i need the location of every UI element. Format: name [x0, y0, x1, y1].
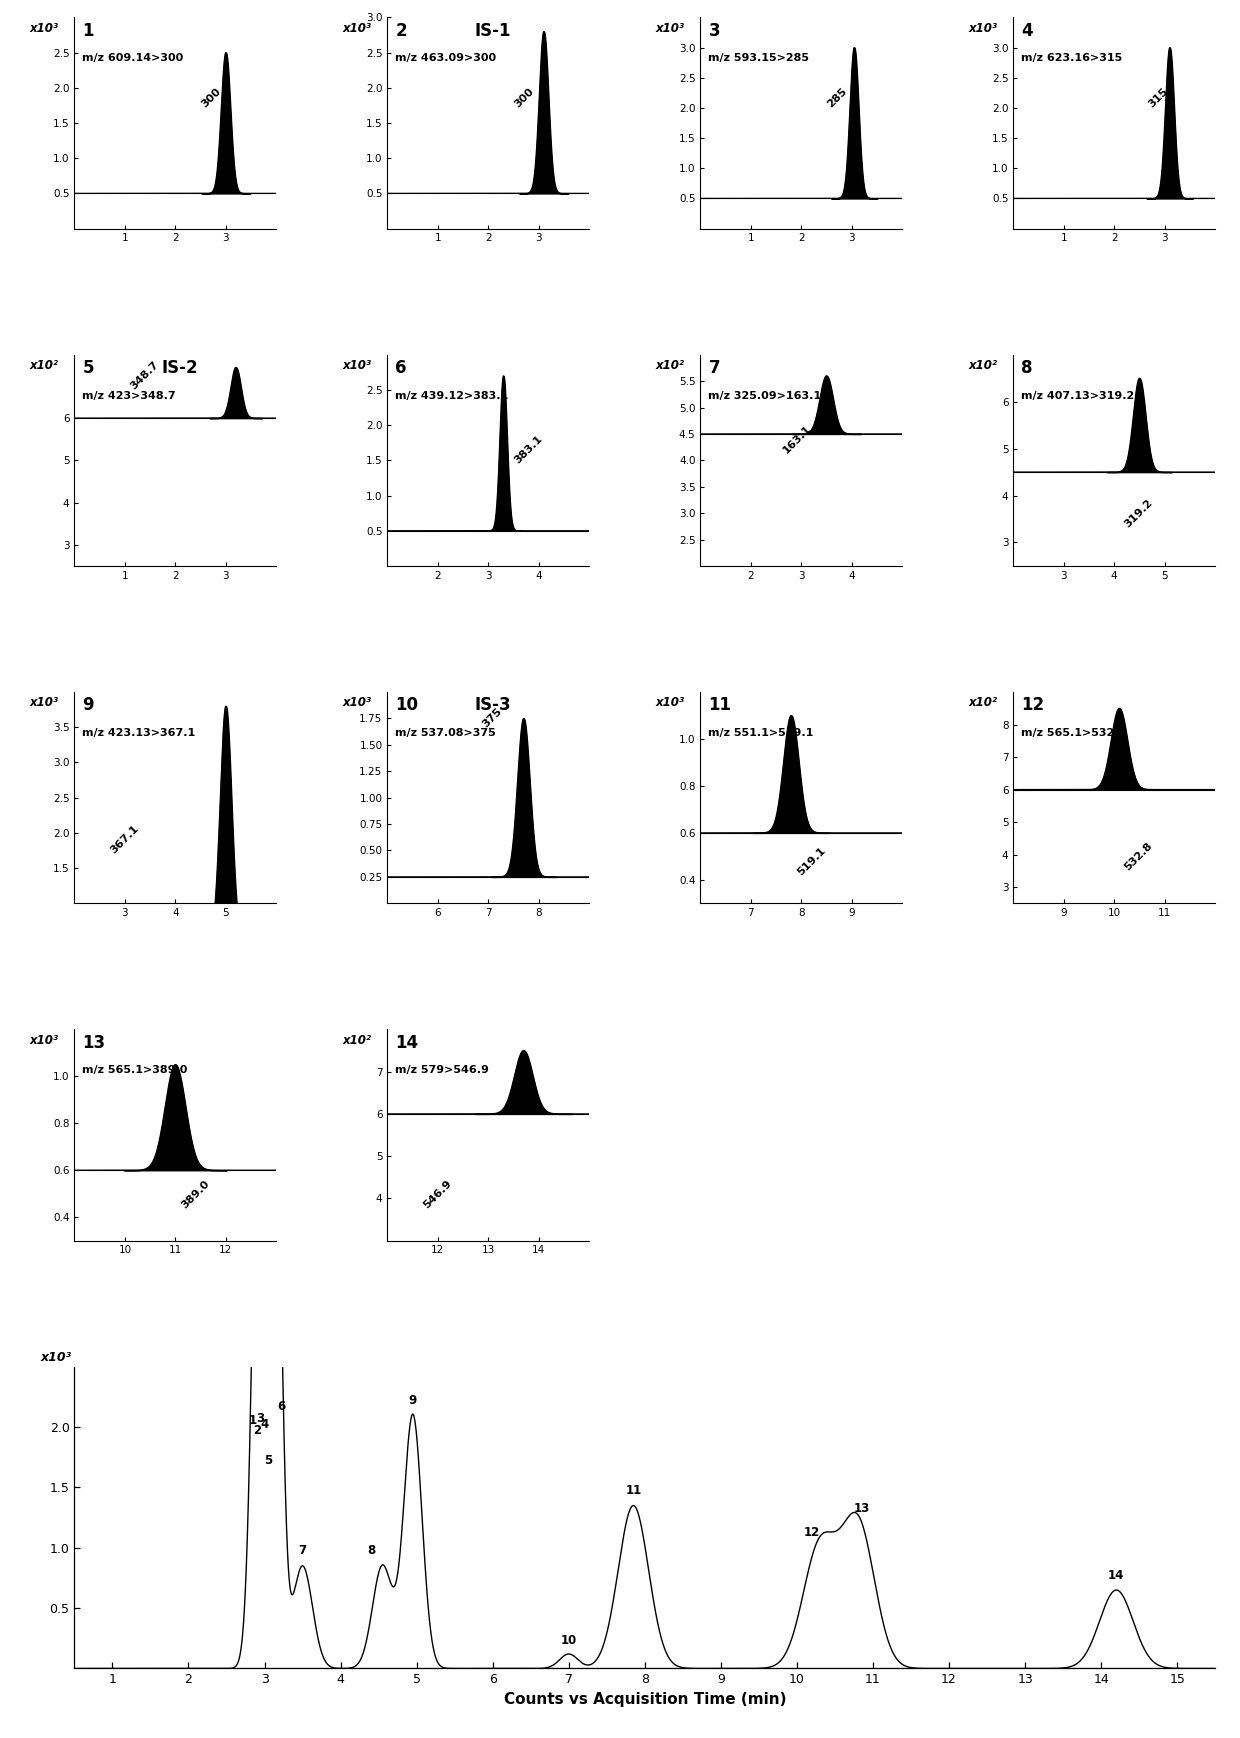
- Text: IS-3: IS-3: [474, 697, 511, 714]
- Text: 519.1: 519.1: [795, 845, 827, 878]
- Text: m/z 579>546.9: m/z 579>546.9: [396, 1065, 490, 1076]
- Text: x10³: x10³: [343, 360, 372, 372]
- Text: m/z 593.15>285: m/z 593.15>285: [708, 54, 810, 63]
- Text: 9: 9: [409, 1394, 417, 1406]
- Text: 1: 1: [249, 1415, 257, 1427]
- Text: 13: 13: [83, 1034, 105, 1051]
- Text: IS-1: IS-1: [474, 21, 511, 40]
- Text: 300: 300: [513, 85, 536, 109]
- Text: 9: 9: [83, 697, 94, 714]
- Text: x10²: x10²: [30, 360, 60, 372]
- Text: m/z 439.12>383.1: m/z 439.12>383.1: [396, 391, 508, 401]
- Text: m/z 537.08>375: m/z 537.08>375: [396, 728, 496, 739]
- Text: x10³: x10³: [30, 21, 60, 35]
- Text: IS-2: IS-2: [161, 360, 197, 377]
- Text: m/z 565.1>389.0: m/z 565.1>389.0: [83, 1065, 187, 1076]
- Text: 375: 375: [481, 706, 503, 728]
- Text: 7: 7: [708, 360, 720, 377]
- Text: x10²: x10²: [968, 697, 998, 709]
- Text: 11: 11: [625, 1484, 641, 1496]
- Text: m/z 423>348.7: m/z 423>348.7: [83, 391, 176, 401]
- Text: 367.1: 367.1: [109, 824, 141, 855]
- Text: x10³: x10³: [30, 1034, 60, 1046]
- Text: 10: 10: [560, 1634, 577, 1648]
- Text: 383.1: 383.1: [513, 434, 544, 466]
- Text: 4: 4: [1022, 21, 1033, 40]
- Text: m/z 325.09>163.1: m/z 325.09>163.1: [708, 391, 822, 401]
- Text: 12: 12: [1022, 697, 1044, 714]
- Text: m/z 551.1>519.1: m/z 551.1>519.1: [708, 728, 813, 739]
- X-axis label: Counts vs Acquisition Time (min): Counts vs Acquisition Time (min): [503, 1691, 786, 1707]
- Text: m/z 565.1>532.8: m/z 565.1>532.8: [1022, 728, 1127, 739]
- Text: 285: 285: [826, 85, 849, 109]
- Text: m/z 463.09>300: m/z 463.09>300: [396, 54, 496, 63]
- Text: 6: 6: [278, 1399, 285, 1413]
- Text: x10³: x10³: [968, 21, 998, 35]
- Text: 11: 11: [708, 697, 732, 714]
- Text: 7: 7: [299, 1545, 306, 1557]
- Text: x10³: x10³: [30, 697, 60, 709]
- Text: 5: 5: [83, 360, 94, 377]
- Text: 8: 8: [1022, 360, 1033, 377]
- Text: 4: 4: [260, 1418, 269, 1430]
- Text: 348.7: 348.7: [129, 360, 161, 391]
- Text: 532.8: 532.8: [1122, 841, 1154, 872]
- Text: x10²: x10²: [968, 360, 998, 372]
- Text: x10³: x10³: [343, 21, 372, 35]
- Text: 546.9: 546.9: [422, 1178, 454, 1210]
- Text: x10²: x10²: [656, 360, 684, 372]
- Text: 12: 12: [804, 1526, 820, 1540]
- Text: 315: 315: [1147, 85, 1171, 109]
- Text: 2: 2: [396, 21, 407, 40]
- Text: 319.2: 319.2: [1122, 497, 1154, 528]
- Text: x10³: x10³: [656, 21, 684, 35]
- Text: m/z 407.13>319.2: m/z 407.13>319.2: [1022, 391, 1135, 401]
- Text: 163.1: 163.1: [781, 424, 813, 455]
- Text: 14: 14: [1109, 1569, 1125, 1582]
- Text: 14: 14: [396, 1034, 419, 1051]
- Text: 5: 5: [264, 1455, 273, 1467]
- Text: m/z 609.14>300: m/z 609.14>300: [83, 54, 184, 63]
- Text: 10: 10: [396, 697, 418, 714]
- Text: m/z 623.16>315: m/z 623.16>315: [1022, 54, 1122, 63]
- Text: 3: 3: [257, 1411, 265, 1425]
- Text: 3: 3: [708, 21, 720, 40]
- Text: 389.0: 389.0: [180, 1178, 212, 1210]
- Text: x10³: x10³: [40, 1350, 72, 1364]
- Text: 8: 8: [367, 1545, 376, 1557]
- Text: m/z 423.13>367.1: m/z 423.13>367.1: [83, 728, 196, 739]
- Text: x10³: x10³: [656, 697, 684, 709]
- Text: x10²: x10²: [343, 1034, 372, 1046]
- Text: 1: 1: [83, 21, 94, 40]
- Text: x10³: x10³: [343, 697, 372, 709]
- Text: 300: 300: [200, 85, 223, 109]
- Text: 6: 6: [396, 360, 407, 377]
- Text: 13: 13: [853, 1502, 869, 1516]
- Text: 2: 2: [253, 1423, 260, 1437]
